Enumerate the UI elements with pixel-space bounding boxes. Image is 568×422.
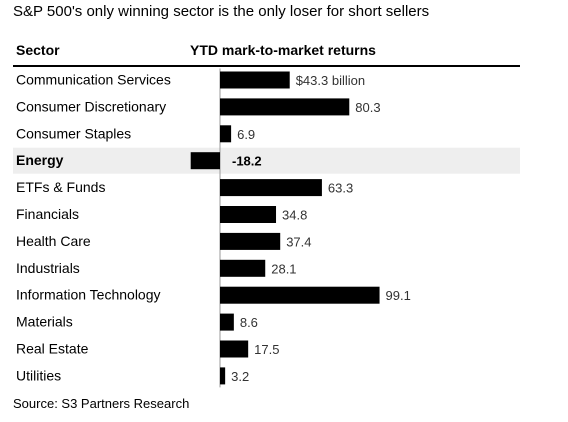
value-label-health-care: 37.4 bbox=[286, 234, 311, 249]
bar-communication-services bbox=[220, 71, 290, 89]
bar-utilities bbox=[220, 367, 226, 385]
sector-column-header: Sector bbox=[16, 42, 60, 58]
category-label-utilities: Utilities bbox=[16, 367, 61, 383]
bar-energy bbox=[190, 152, 220, 170]
category-label-communication-services: Communication Services bbox=[16, 72, 171, 88]
value-label-utilities: 3.2 bbox=[231, 369, 249, 384]
chart-title: S&P 500's only winning sector is the onl… bbox=[13, 3, 430, 20]
bar-information-technology bbox=[220, 286, 380, 304]
source-note: Source: S3 Partners Research bbox=[13, 396, 190, 411]
value-label-industrials: 28.1 bbox=[271, 261, 296, 276]
bar-financials bbox=[220, 206, 277, 223]
category-label-etfs-and-funds: ETFs & Funds bbox=[16, 179, 105, 195]
bar-materials bbox=[220, 313, 234, 331]
category-label-real-estate: Real Estate bbox=[16, 341, 89, 357]
category-label-industrials: Industrials bbox=[16, 260, 80, 276]
value-label-etfs-and-funds: 63.3 bbox=[328, 181, 353, 196]
value-label-information-technology: 99.1 bbox=[386, 288, 411, 303]
bar-industrials bbox=[220, 259, 266, 277]
highlight-row-energy bbox=[13, 147, 520, 174]
category-label-health-care: Health Care bbox=[16, 233, 91, 249]
value-label-materials: 8.6 bbox=[240, 315, 258, 330]
bar-real-estate bbox=[220, 340, 249, 358]
value-label-energy: -18.2 bbox=[232, 154, 262, 169]
category-label-consumer-staples: Consumer Staples bbox=[16, 125, 131, 141]
bar-consumer-discretionary bbox=[220, 98, 350, 116]
category-label-information-technology: Information Technology bbox=[16, 287, 161, 303]
bar-etfs-and-funds bbox=[220, 179, 322, 197]
value-label-communication-services: $43.3 billion bbox=[296, 73, 365, 88]
header-rule bbox=[13, 65, 520, 67]
category-label-materials: Materials bbox=[16, 314, 73, 330]
bar-health-care bbox=[220, 232, 281, 250]
value-label-consumer-discretionary: 80.3 bbox=[355, 100, 380, 115]
category-label-consumer-discretionary: Consumer Discretionary bbox=[16, 98, 166, 114]
value-label-real-estate: 17.5 bbox=[254, 342, 279, 357]
value-label-financials: 34.8 bbox=[282, 208, 307, 223]
returns-column-header: YTD mark-to-market returns bbox=[190, 42, 376, 58]
value-label-consumer-staples: 6.9 bbox=[237, 127, 255, 142]
category-label-energy: Energy bbox=[16, 152, 64, 168]
bar-consumer-staples bbox=[220, 125, 232, 143]
category-label-financials: Financials bbox=[16, 206, 79, 222]
